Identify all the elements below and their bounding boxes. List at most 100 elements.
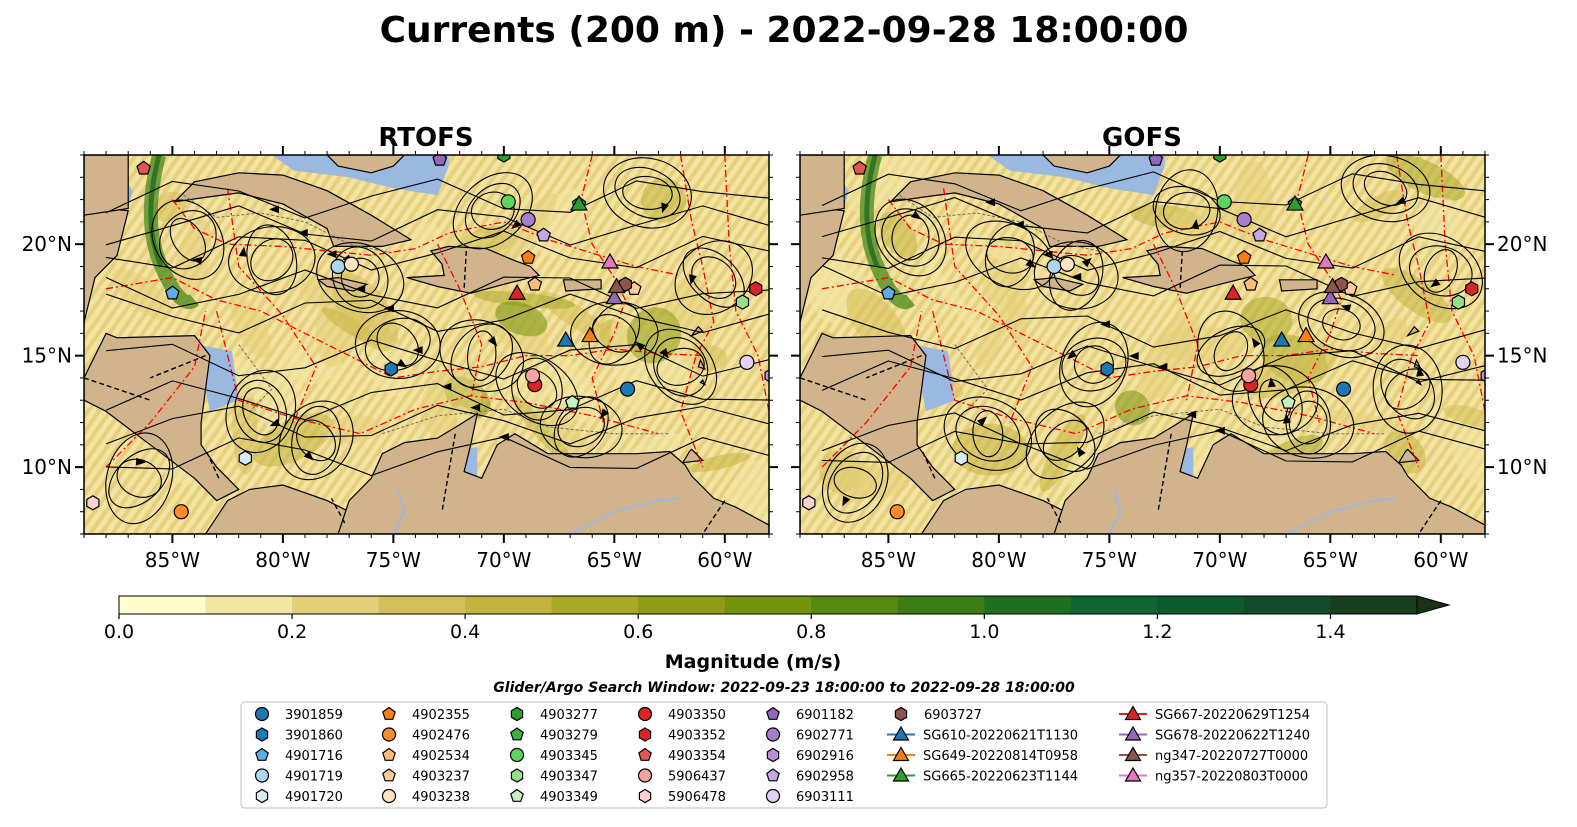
land [84,155,350,534]
streamline-arrow [1025,258,1036,268]
marker-4902534 [527,276,543,291]
marker-6902771 [520,212,536,228]
x-tick-label: 70°W [476,548,531,572]
marker-4903354 [136,160,152,175]
legend-marker [1124,725,1142,741]
streamline [278,400,354,481]
streamline [821,171,1485,212]
marker-SG649-20220814T0958 [580,326,600,343]
legend-marker [638,788,652,804]
legend-label: 5906437 [668,770,726,785]
streamline-arrow [441,382,452,391]
speed-patch [1114,390,1151,426]
eez-boundary [436,243,483,401]
legend-item: 4903349 [510,788,598,805]
streamline [833,466,877,499]
streamline-arrow [511,219,522,230]
marker-SG667-20220629T1254 [1224,284,1243,300]
streamline-arrow [1157,362,1168,371]
streamline [821,197,1485,238]
legend-item: SG678-20220622T1240 [1119,725,1310,744]
speed-patch [1006,259,1027,350]
marker-6902916 [764,369,769,383]
legend-marker [638,747,652,761]
streamline [1384,368,1431,410]
land [888,172,1129,247]
streamline [106,230,769,271]
map-frame [799,154,1486,535]
legend-marker [381,788,397,804]
streamline [376,322,420,367]
streamline [105,205,769,246]
marker-6901182 [432,155,448,166]
speed-patch [1413,197,1465,247]
marker-SG665-20220623T1144 [569,194,589,211]
colorbar-segment [984,596,1072,614]
colorbar-tick-label: 0.2 [277,621,307,643]
speed-patch [1164,204,1238,243]
streamline [105,380,769,421]
legend-label: 4903349 [540,790,598,805]
land [84,207,129,323]
legend-label: 4902476 [412,729,470,744]
marker-6902958 [1252,227,1268,242]
colorbar-segment [465,596,553,614]
marker-6903111 [739,354,755,370]
legend-marker [892,766,910,782]
marker-4902476 [889,504,905,520]
legend-item: 4903347 [510,768,598,785]
land [1042,155,1122,174]
eez-boundary [105,276,703,379]
eez-boundary [821,310,923,468]
colorbar-segment [378,596,466,614]
streamline [151,199,225,280]
streamline-arrow [1042,250,1053,259]
legend-marker [382,747,396,761]
streamline-arrow [1251,337,1261,349]
marker-5906478 [86,495,100,511]
eez-boundary [105,310,207,468]
legend-item: 6902916 [766,747,854,764]
marker-4903277 [497,155,511,163]
legend-label: 6903111 [796,790,854,805]
streamline [452,172,533,250]
streamline-arrow [135,457,147,466]
marker-6902771 [1236,212,1252,228]
country-border [1179,250,1183,289]
legend-item: SG610-20220621T1130 [887,725,1078,744]
x-tick-label: 80°W [971,548,1026,572]
marker-4903354 [852,160,868,175]
streamline-arrow [297,228,308,237]
streamline [553,396,609,458]
marker-ng347-20220727T0000 [607,277,626,294]
marker-6901182 [1148,155,1164,166]
streamline-arrow [498,433,509,442]
marker-4902355 [1236,249,1252,264]
marker-4901720 [238,450,252,466]
legend-label: 4903345 [540,749,598,764]
marker-3901860 [1100,361,1114,377]
legend-label: 6902916 [796,749,854,764]
legend-label: 4903237 [412,770,470,785]
marker-3901860 [384,361,398,377]
eez-boundary [887,199,1397,277]
streamline [1231,365,1319,436]
streamline-arrow [976,416,987,427]
streamline [1025,401,1105,480]
x-tick-label: 60°W [1413,548,1468,572]
legend-item: 4902534 [382,747,470,764]
legend-marker [637,768,653,783]
streamline-arrow [910,210,922,220]
streamline [622,175,673,210]
legend-marker [765,788,781,804]
legend-marker [510,727,524,741]
legend-marker [510,788,524,802]
legend-item: 6903111 [765,788,854,805]
legend-label: 4903347 [540,770,598,785]
legend-item: 4901716 [255,747,343,764]
legend-label: 4903354 [668,749,726,764]
streamline-arrow [326,250,337,259]
streamline [821,411,1485,452]
eez-boundary [1152,243,1199,401]
